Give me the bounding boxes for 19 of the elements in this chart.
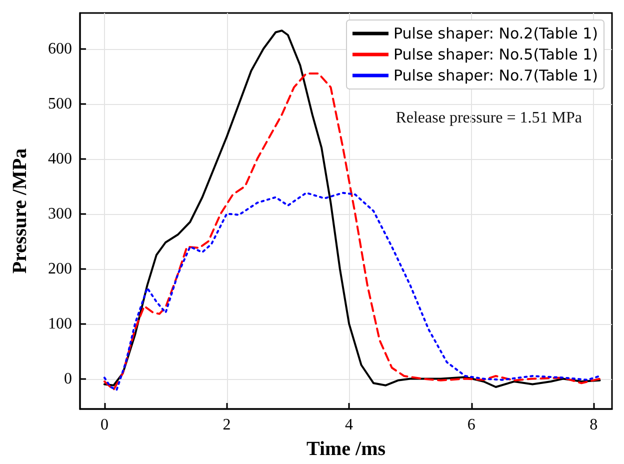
legend-label: Pulse shaper: No.7(Table 1) (393, 66, 598, 84)
y-tick-label: 200 (48, 260, 72, 278)
y-tick-label: 300 (48, 205, 72, 222)
annotation: Release pressure = 1.51 MPa (396, 110, 582, 126)
x-axis-title: Time /ms (306, 438, 386, 460)
legend-label: Pulse shaper: No.2(Table 1) (393, 24, 598, 42)
y-tick-label: 100 (48, 315, 72, 332)
y-tick-label: 0 (64, 370, 72, 388)
x-tick-label: 6 (467, 416, 476, 434)
legend-label: Pulse shaper: No.5(Table 1) (393, 46, 598, 64)
y-tick-label: 400 (48, 150, 72, 168)
line-series (103, 192, 601, 391)
x-tick-label: 4 (345, 416, 354, 434)
y-tick-label: 600 (48, 40, 72, 58)
y-axis-title: Pressure /MPa (9, 148, 31, 274)
x-tick-label: 8 (590, 416, 598, 434)
y-tick-label: 500 (48, 95, 72, 112)
x-tick-label: 0 (100, 416, 108, 434)
x-tick-label: 2 (222, 416, 231, 434)
